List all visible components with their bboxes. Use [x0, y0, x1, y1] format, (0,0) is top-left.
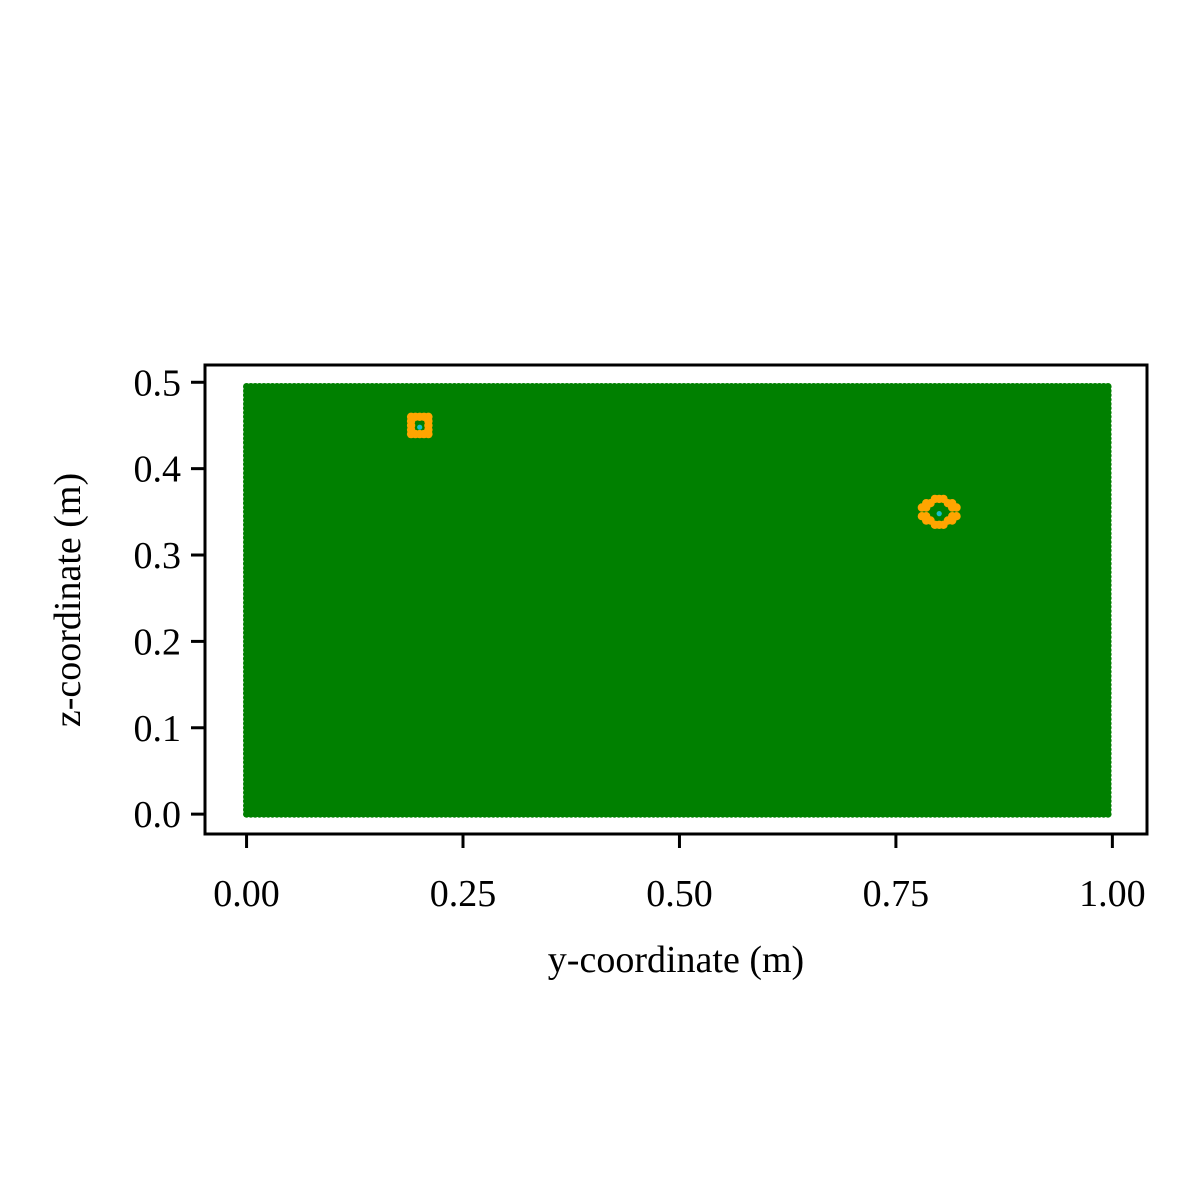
plot-area: [243, 383, 1112, 818]
series-grid-points: [243, 383, 1112, 818]
